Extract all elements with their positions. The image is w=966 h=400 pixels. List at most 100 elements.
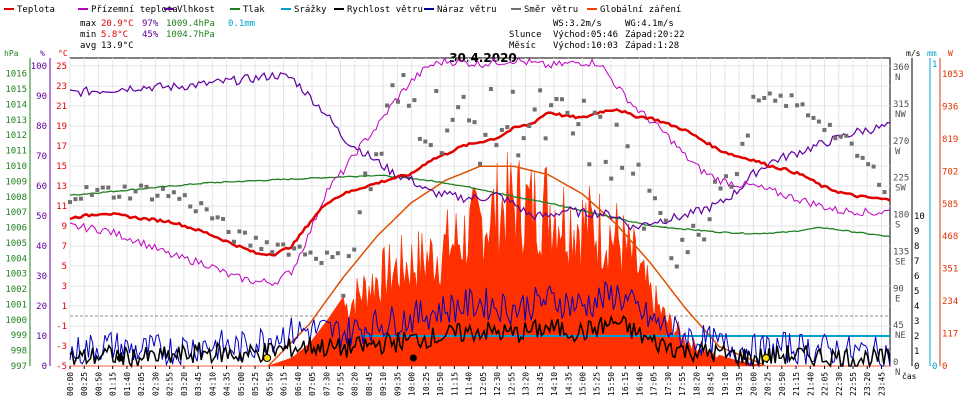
axis-tick-hpa: 997 (11, 362, 27, 372)
legend-item: Globální záření (600, 5, 681, 15)
axis-tick-pct: 20 (36, 302, 47, 312)
moonset-marker (116, 354, 124, 362)
wind-dir-mark (264, 240, 269, 245)
wind-dir-mark (308, 250, 313, 255)
x-tick-label: 10:50 (436, 372, 445, 396)
axis-tick-c: 3 (62, 282, 67, 292)
wind-dir-mark (713, 179, 718, 184)
stats-min-temp: 5.8°C (101, 30, 128, 40)
wind-dir-mark (510, 89, 515, 94)
wind-dir-mark (871, 164, 876, 169)
axis-tick-c: 21 (56, 102, 67, 112)
wind-dir-mark (303, 252, 308, 257)
wind-dir-mark (341, 293, 346, 298)
axis-tick-c: -1 (56, 322, 67, 332)
axis-tick-c: 25 (56, 62, 67, 72)
axis-title-pct: % (40, 49, 45, 58)
wind-dir-mark (428, 143, 433, 148)
x-tick-label: 10:25 (422, 372, 431, 396)
x-tick-label: 20:00 (749, 372, 758, 396)
axis-tick-w: 702 (942, 167, 958, 177)
x-tick-label: 22:30 (835, 372, 844, 396)
axis-tick-dir-name: E (895, 294, 900, 304)
wind-dir-mark (543, 136, 548, 141)
wind-dir-mark (647, 188, 652, 193)
axis-tick-hpa: 1009 (5, 177, 27, 187)
sunrise-marker (263, 354, 272, 362)
x-tick-label: 23:20 (863, 372, 872, 396)
wind-dir-mark (549, 103, 554, 108)
wind-dir-mark (756, 98, 761, 103)
x-tick-label: 17:55 (678, 372, 687, 396)
axis-tick-dir-name: N (895, 368, 900, 378)
wind-dir-mark (259, 246, 264, 251)
wind-dir-mark (379, 151, 384, 156)
wind-dir-mark (844, 133, 849, 138)
wind-dir-mark (242, 230, 247, 235)
wind-dir-mark (150, 197, 154, 202)
wind-dir-mark (565, 110, 570, 115)
stats-max-press: 1009.4hPa (166, 19, 215, 29)
wind-dir-mark (166, 194, 171, 199)
wind-dir-mark (106, 185, 111, 190)
wind-dir-mark (461, 94, 466, 99)
x-tick-label: 09:10 (379, 372, 388, 396)
plot-area (68, 57, 891, 369)
axis-tick-pct: 10 (36, 332, 47, 342)
axis-title-c: °C (58, 49, 68, 58)
radiation-area (70, 152, 890, 367)
ground-temp-line (69, 57, 891, 286)
wind-dir-mark (450, 117, 455, 122)
wind-dir-mark (882, 190, 887, 195)
legend-item: Přízemní teplota (91, 5, 178, 15)
axis-tick-ms: 7 (914, 257, 919, 267)
temperature-line (69, 108, 891, 257)
axis-tick-hpa: 1000 (5, 316, 27, 326)
pressure-line (69, 174, 891, 238)
wind-dir-mark (417, 136, 422, 141)
wind-dir-mark (603, 159, 608, 164)
wind-dir-mark (680, 237, 685, 242)
wind-dir-mark (855, 153, 860, 158)
sun-set: Západ:20:22 (625, 30, 685, 40)
wind-dir-mark (483, 132, 488, 137)
x-tick-label: 02:05 (137, 372, 146, 396)
wind-dir-mark (270, 250, 275, 255)
wind-dir-mark (374, 152, 379, 157)
x-tick-label: 21:15 (792, 372, 801, 396)
wind-dir-mark (822, 128, 827, 133)
wind-dir-mark (773, 98, 778, 103)
axis-tick-ms: 8 (914, 242, 919, 252)
wind-dir-mark (253, 235, 258, 240)
x-tick-label: 03:45 (194, 372, 203, 396)
axis-tick-w: 117 (942, 330, 958, 340)
x-tick-label: 20:50 (778, 372, 787, 396)
axis-tick-dir: 270 (893, 137, 909, 147)
axis-tick-hpa: 1007 (5, 208, 27, 218)
wind-dir-mark (456, 105, 461, 110)
stats-rain: 0.1mm (228, 19, 255, 29)
x-tick-label: 08:45 (365, 372, 374, 396)
axis-tick-w: 585 (942, 200, 958, 210)
axis-tick-dir-name: NW (895, 110, 906, 120)
axis-tick-dir: 360 (893, 63, 909, 73)
wind-dir-mark (838, 134, 843, 139)
wind-dir-mark (117, 194, 122, 199)
x-tick-label: 04:35 (223, 372, 232, 396)
axis-tick-w: 234 (942, 297, 958, 307)
wind-dir-mark (685, 250, 690, 255)
sun-moon-block: WS:3.2m/s WG:4.1m/s Slunce Východ:05:46 … (509, 19, 685, 51)
x-tick-label: 05:50 (265, 372, 274, 396)
wind-dir-mark (696, 232, 701, 237)
axis-tick-ms: 2 (914, 332, 919, 342)
wind-dir-mark (499, 127, 504, 132)
wind-dir-mark (729, 184, 734, 189)
x-tick-label: 12:55 (507, 372, 516, 396)
stats-max-label: max (80, 19, 97, 29)
x-tick-label: 22:55 (849, 372, 858, 396)
wind-dir-mark (155, 193, 160, 198)
wind-dir-mark (139, 183, 144, 188)
stats-avg-label: avg (80, 41, 96, 51)
x-tick-label: 16:15 (621, 372, 630, 396)
wind-dir-mark (636, 162, 641, 167)
